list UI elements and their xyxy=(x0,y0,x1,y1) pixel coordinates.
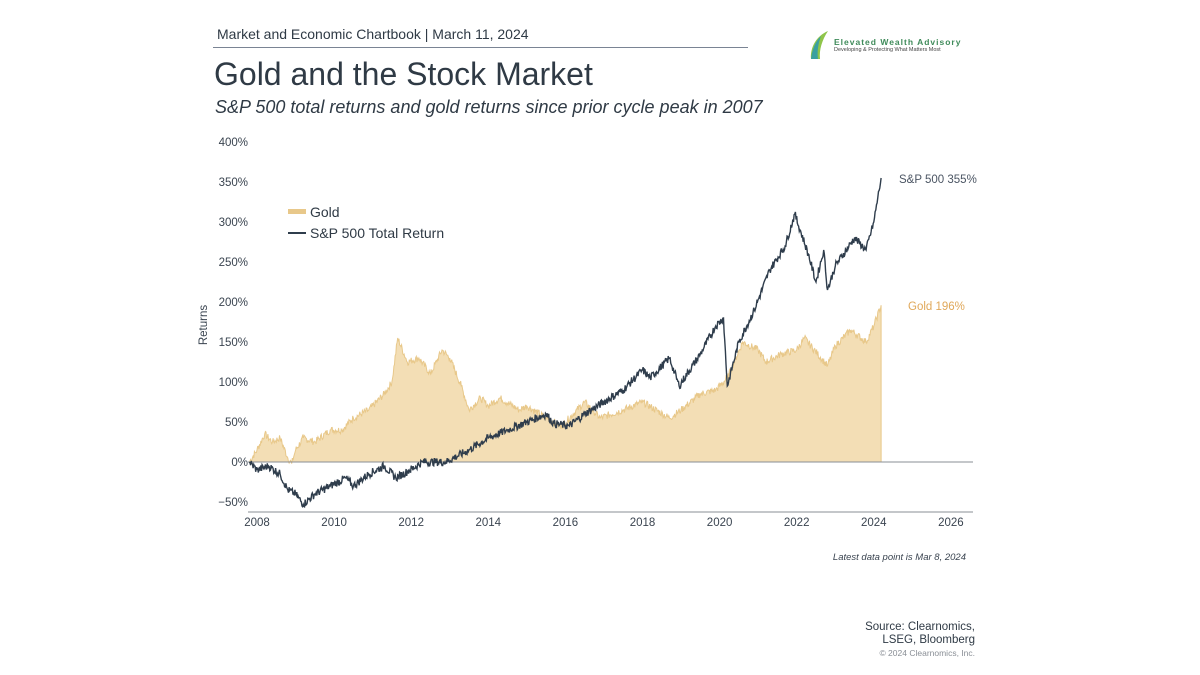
x-tick-label: 2026 xyxy=(938,517,964,529)
x-tick-label: 2016 xyxy=(553,517,579,529)
sp500-end-label: S&P 500 355% xyxy=(899,174,977,186)
source-note: Source: Clearnomics, LSEG, Bloomberg xyxy=(865,621,975,647)
logo: Elevated Wealth Advisory Developing & Pr… xyxy=(808,30,961,60)
chart-subtitle: S&P 500 total returns and gold returns s… xyxy=(215,97,763,117)
y-tick-label: 250% xyxy=(219,257,248,269)
source-line-2: LSEG, Bloomberg xyxy=(882,634,975,646)
x-tick-label: 2012 xyxy=(398,517,424,529)
y-tick-label: 100% xyxy=(219,377,248,389)
legend-gold-swatch xyxy=(288,209,306,214)
x-tick-label: 2022 xyxy=(784,517,810,529)
header-divider xyxy=(213,47,748,48)
y-tick-label: 350% xyxy=(219,177,248,189)
y-tick-label: 300% xyxy=(219,217,248,229)
x-tick-label: 2018 xyxy=(630,517,656,529)
chartbook-header: Market and Economic Chartbook | March 11… xyxy=(217,26,529,42)
legend-sp500-label: S&P 500 Total Return xyxy=(310,225,444,241)
logo-name: Elevated Wealth Advisory xyxy=(834,37,962,47)
sp500-line xyxy=(248,177,882,509)
x-tick-label: 2008 xyxy=(244,517,270,529)
latest-data-note: Latest data point is Mar 8, 2024 xyxy=(832,552,966,563)
x-tick-label: 2020 xyxy=(707,517,733,529)
leaf-logo-icon xyxy=(810,31,828,59)
y-tick-label: 400% xyxy=(219,137,248,149)
source-line-1: Source: Clearnomics, xyxy=(865,621,975,633)
y-tick-label: 150% xyxy=(219,337,248,349)
gold-end-label: Gold 196% xyxy=(908,301,965,313)
logo-tagline: Developing & Protecting What Matters Mos… xyxy=(834,47,941,53)
gold-area xyxy=(248,305,882,465)
chart-title: Gold and the Stock Market xyxy=(214,56,593,92)
y-axis-label: Returns xyxy=(198,305,210,346)
y-tick-label: 50% xyxy=(225,417,248,429)
copyright: © 2024 Clearnomics, Inc. xyxy=(879,648,975,658)
y-tick-label: −50% xyxy=(218,497,248,509)
x-tick-label: 2010 xyxy=(321,517,347,529)
y-tick-label: 200% xyxy=(219,297,248,309)
x-tick-label: 2024 xyxy=(861,517,887,529)
legend-gold-label: Gold xyxy=(310,204,340,220)
y-tick-label: 0% xyxy=(231,457,248,469)
x-tick-label: 2014 xyxy=(476,517,502,529)
